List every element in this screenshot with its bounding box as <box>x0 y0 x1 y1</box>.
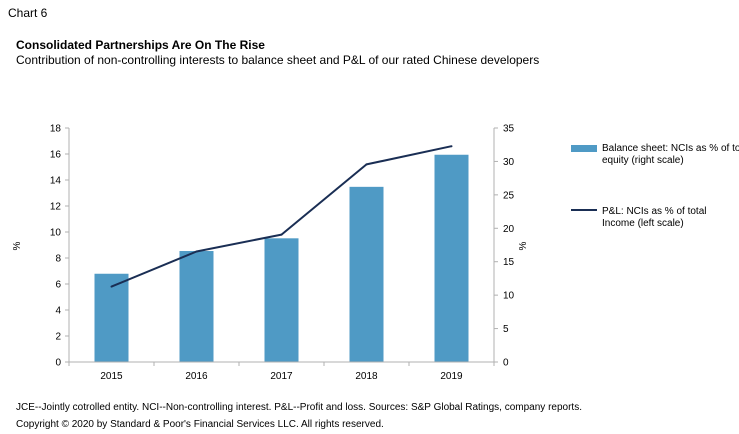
bar-2017 <box>264 238 299 362</box>
y-left-tick-label: 4 <box>55 306 61 317</box>
y-left-tick-label: 8 <box>55 254 61 265</box>
copyright: Copyright © 2020 by Standard & Poor's Fi… <box>16 419 384 430</box>
y-left-tick-label: 14 <box>50 176 62 187</box>
line-point-2015 <box>110 285 113 288</box>
line-point-2016 <box>195 250 198 253</box>
y-right-tick-label: 35 <box>503 124 515 135</box>
legend-label-line-line1: P&L: NCIs as % of total <box>602 206 707 217</box>
y-right-axis-label: % <box>518 241 529 250</box>
x-tick-label: 2017 <box>270 371 293 382</box>
bar-2015 <box>94 273 129 362</box>
x-tick-label: 2016 <box>185 371 208 382</box>
bar-2018 <box>349 186 384 362</box>
line-point-2017 <box>280 233 283 236</box>
legend-label-line-line2: Income (left scale) <box>602 218 684 229</box>
y-right-tick-label: 25 <box>503 190 515 201</box>
y-left-tick-label: 0 <box>55 358 61 369</box>
legend-label-bar-line2: equity (right scale) <box>602 155 684 166</box>
footnote: JCE--Jointly cotrolled entity. NCI--Non-… <box>16 402 582 413</box>
x-tick-label: 2015 <box>100 371 123 382</box>
y-right-tick-label: 20 <box>503 224 515 235</box>
y-left-axis-label: % <box>12 241 23 250</box>
chart-axes: 0 2 4 6 8 10 12 14 16 18 0 5 10 15 20 25 30 35 2015 2016 201… <box>50 124 515 383</box>
chart-number-label: Chart 6 <box>8 6 48 20</box>
y-right-tick-label: 0 <box>503 358 509 369</box>
line-point-2018 <box>365 163 368 166</box>
y-right-tick-label: 5 <box>503 324 509 335</box>
bar-series <box>94 154 469 362</box>
y-left-tick-label: 2 <box>55 332 61 343</box>
y-right-tick-label: 15 <box>503 257 515 268</box>
y-right-tick-label: 10 <box>503 291 515 302</box>
legend-label-line: P&L: NCIs as % of total Income (left sca… <box>602 206 709 229</box>
y-left-tick-label: 12 <box>50 202 62 213</box>
line-series <box>110 145 453 288</box>
chart-title: Consolidated Partnerships Are On The Ris… <box>16 38 265 52</box>
bar-2016 <box>179 251 214 362</box>
legend-label-bar-line1: Balance sheet: NCIs as % of total <box>602 143 739 154</box>
x-tick-label: 2018 <box>355 371 378 382</box>
y-left-tick-label: 16 <box>50 150 62 161</box>
legend: Balance sheet: NCIs as % of total equity… <box>571 143 739 229</box>
legend-label-bar: Balance sheet: NCIs as % of total equity… <box>602 143 739 166</box>
chart-subtitle: Contribution of non-controlling interest… <box>16 53 540 67</box>
x-tick-label: 2019 <box>440 371 463 382</box>
bar-2019 <box>434 154 469 362</box>
y-left-tick-label: 10 <box>50 228 62 239</box>
legend-swatch-bar <box>571 145 597 152</box>
line-point-2019 <box>450 145 453 148</box>
y-left-tick-label: 6 <box>55 280 61 291</box>
y-left-tick-label: 18 <box>50 124 62 135</box>
y-right-tick-label: 30 <box>503 157 515 168</box>
